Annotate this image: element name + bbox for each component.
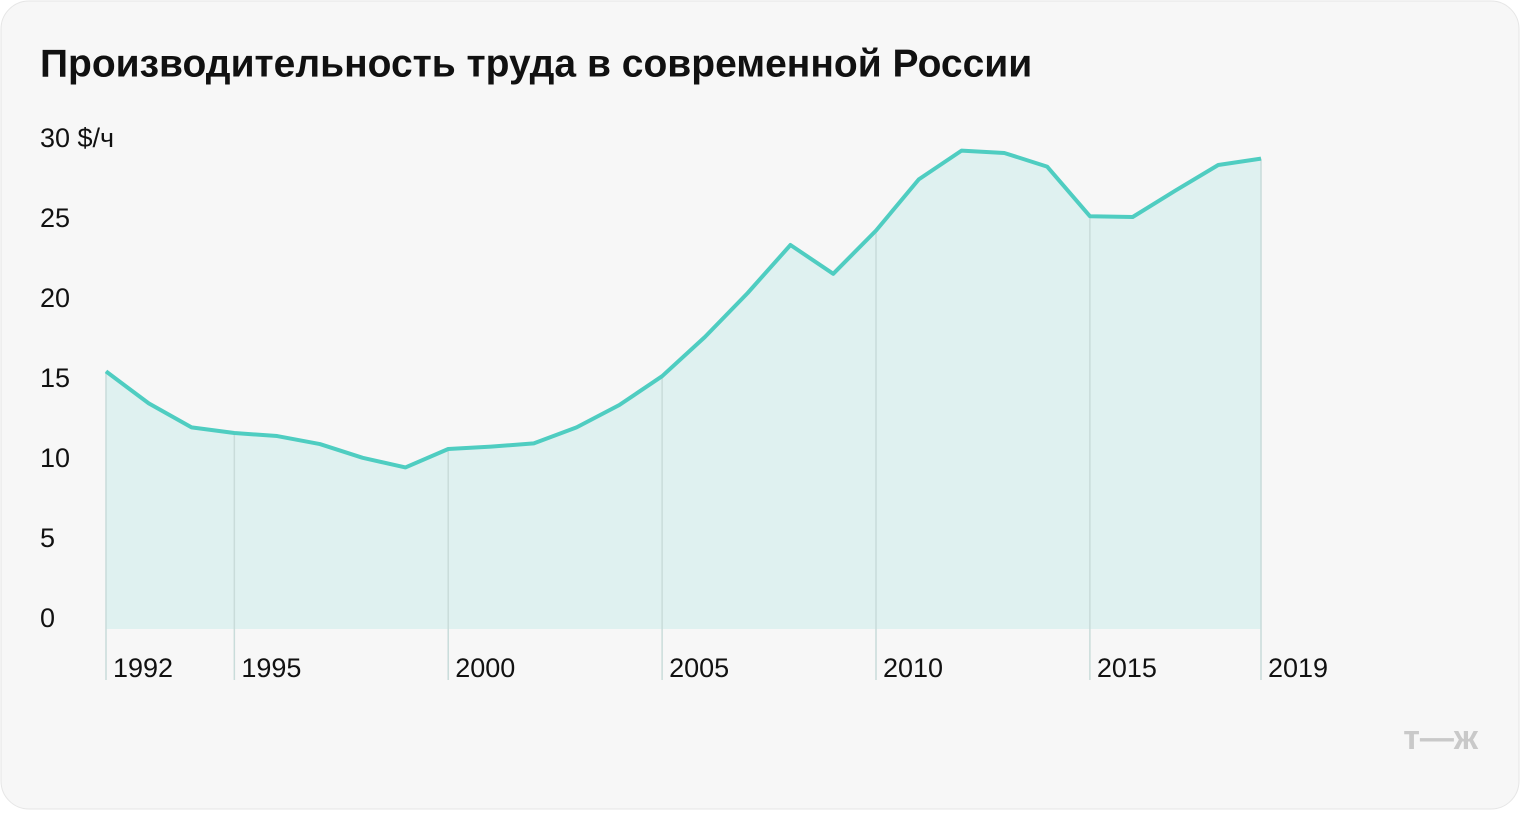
y-tick-label: 30 $/ч	[40, 123, 114, 153]
x-tick-label: 1995	[241, 653, 301, 683]
area-fill	[106, 150, 1261, 629]
chart-title: Производительность труда в современной Р…	[40, 42, 1032, 85]
line	[104, 148, 1262, 470]
y-tick-label: 10	[40, 443, 70, 473]
y-tick-label: 5	[40, 523, 55, 553]
y-tick-label: 0	[40, 603, 55, 633]
x-tick-label: 2005	[669, 653, 729, 683]
x-tick-label: 2019	[1268, 653, 1328, 683]
x-tick-label: 1992	[113, 653, 173, 683]
x-tick-label: 2010	[883, 653, 943, 683]
y-tick-label: 15	[40, 363, 70, 393]
x-tick-label: 2015	[1097, 653, 1157, 683]
logo: т—ж	[1403, 719, 1479, 757]
y-tick-label: 20	[40, 283, 70, 313]
x-tick-label: 2000	[455, 653, 515, 683]
y-tick-label: 25	[40, 203, 70, 233]
